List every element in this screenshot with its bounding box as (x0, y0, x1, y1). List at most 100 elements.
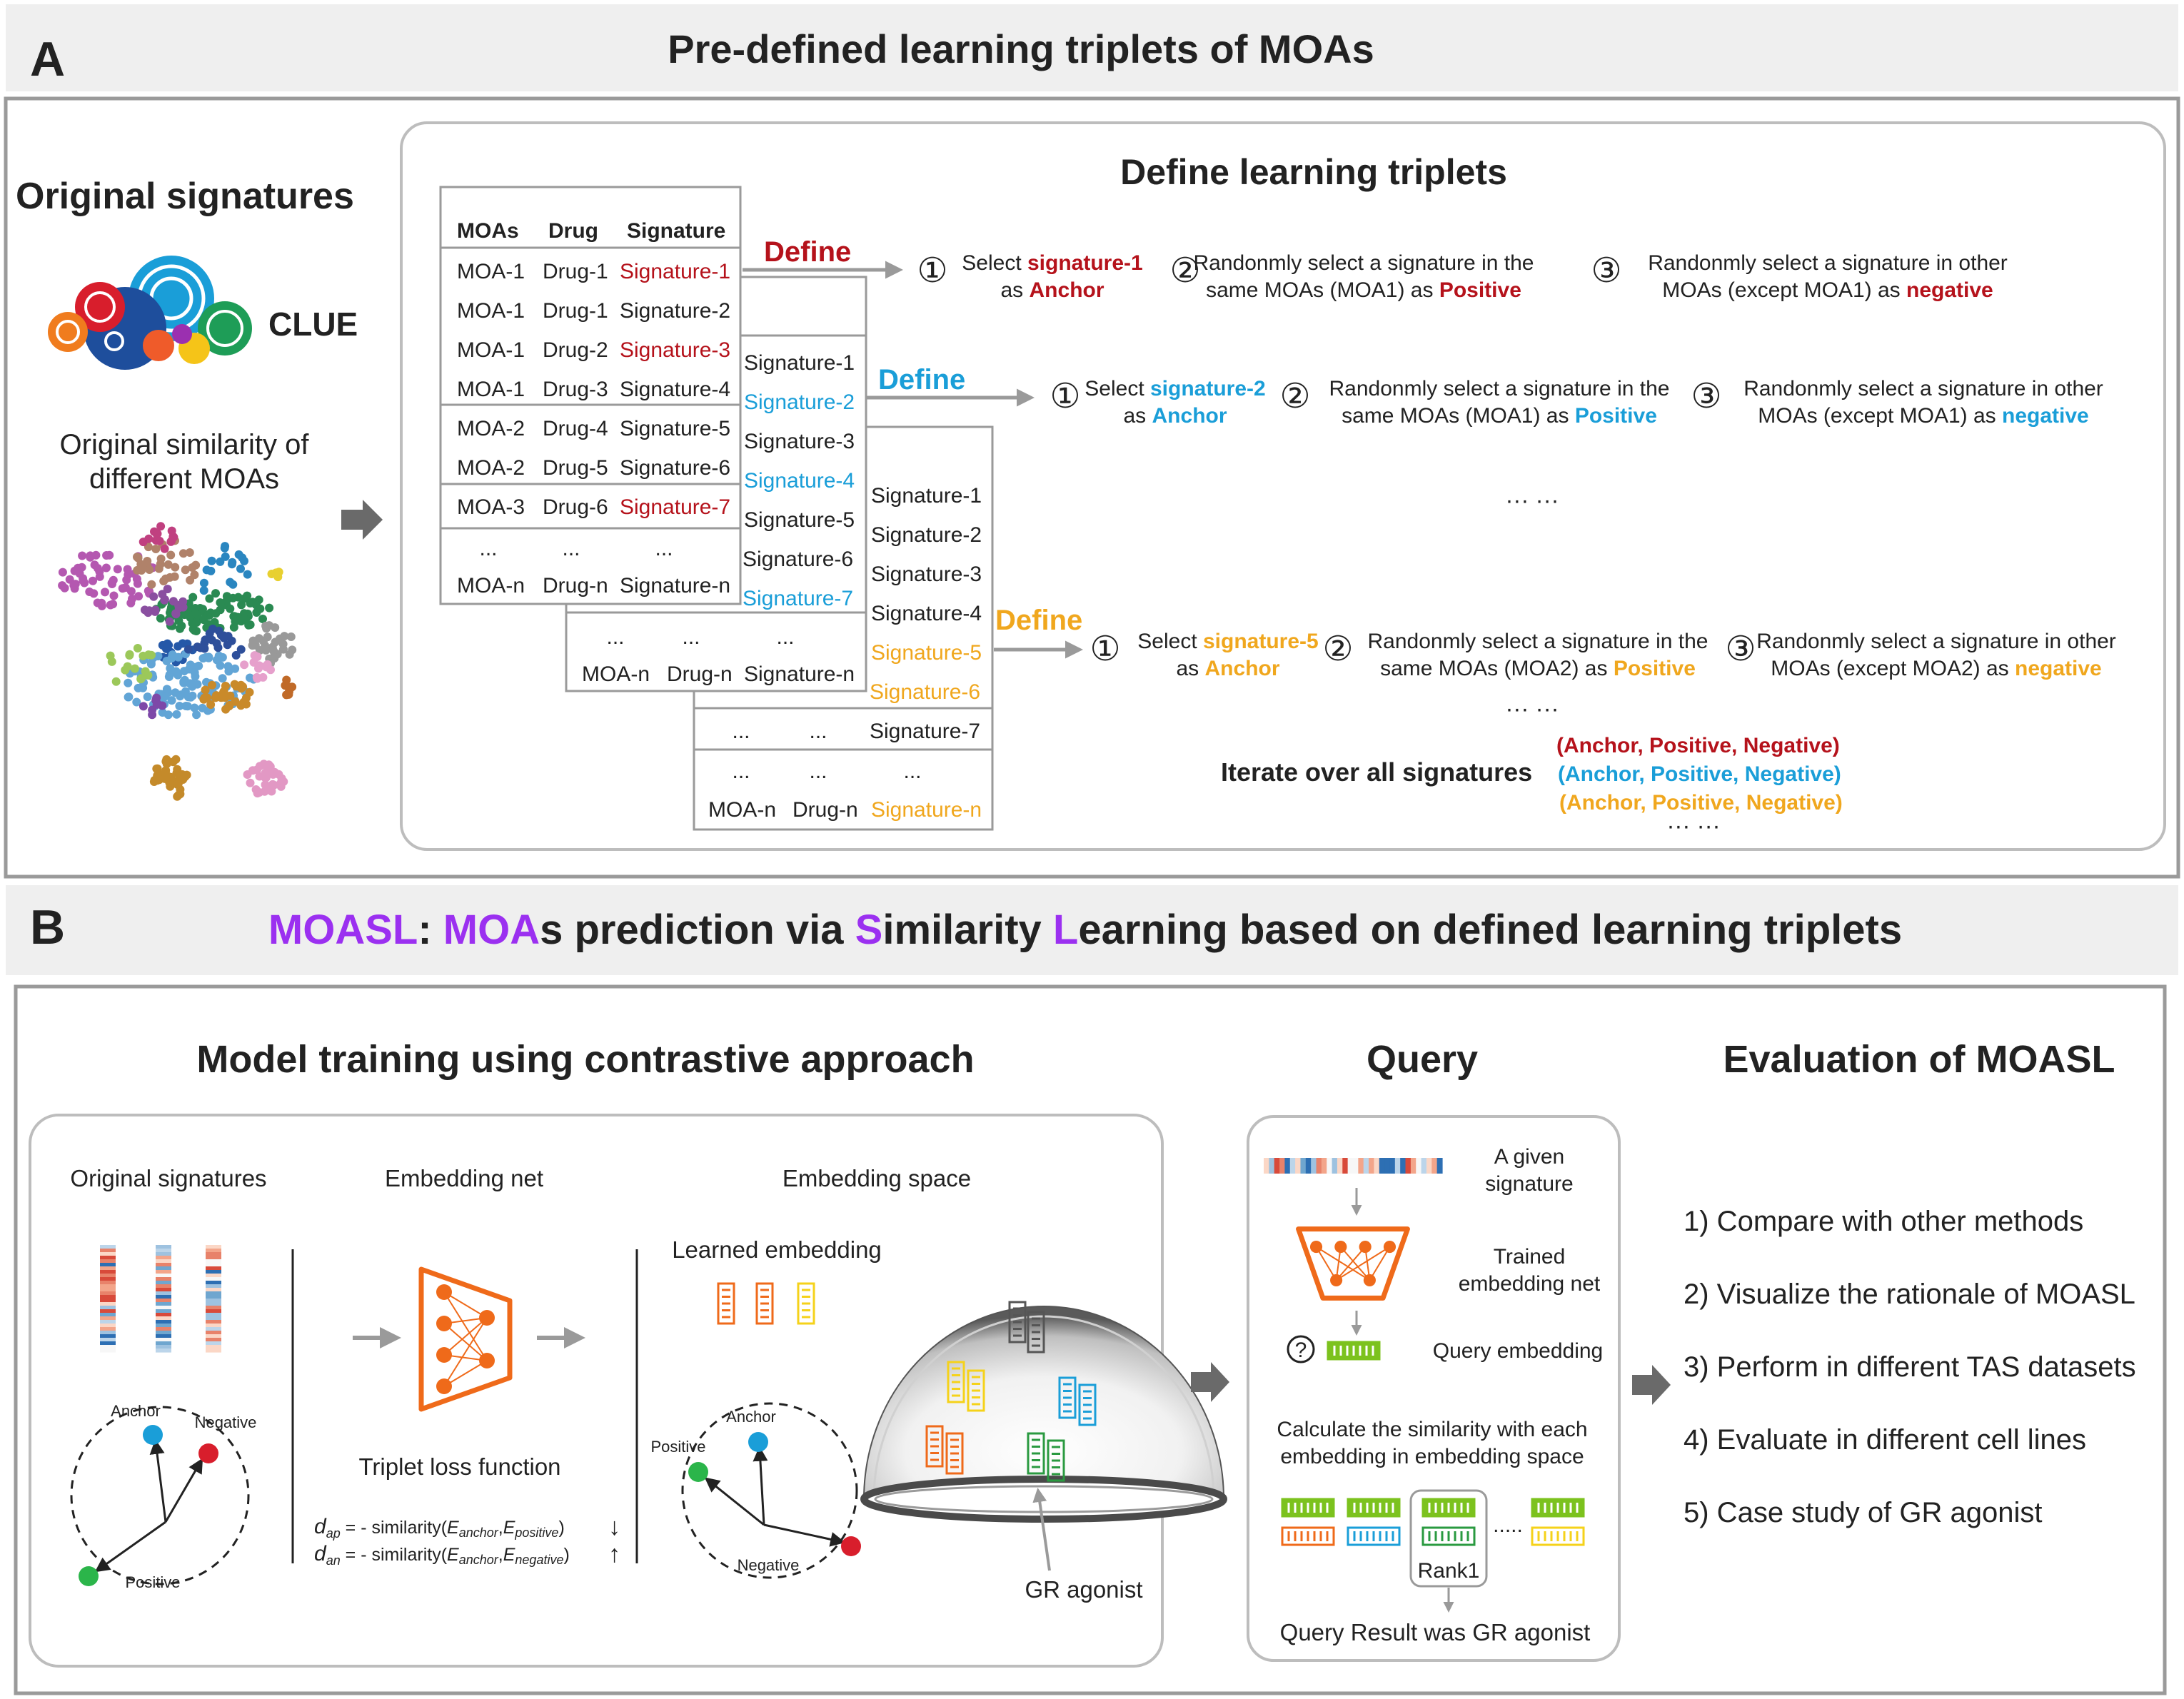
title-rest: earning based on defined learning triple… (1078, 907, 1902, 953)
t2-dots-2: ... (682, 625, 700, 649)
scatter-point (255, 772, 264, 781)
embedding-vector (1078, 1383, 1097, 1426)
panel-a-frame (4, 96, 2180, 879)
signature-bar-cell (100, 1266, 116, 1271)
ellipsis-mid: ··· ··· (1505, 487, 1559, 513)
scatter-point (173, 642, 183, 651)
scatter-point (219, 631, 228, 640)
step-2-negative-line1: Randonmly select a signature in other (1743, 377, 2103, 400)
embedding-vector (717, 1282, 735, 1325)
step-1-select: Select signature-1 (962, 251, 1142, 275)
scatter-point (141, 667, 150, 676)
net-edge (1315, 1246, 1337, 1281)
signature-bar-cell (156, 1284, 171, 1289)
query-signature-cell (1431, 1158, 1438, 1174)
panel-a-title: Pre-defined learning triplets of MOAs (668, 26, 1374, 71)
t1-cell-r1-c1: MOA-1 (457, 260, 525, 283)
scatter-point (190, 703, 199, 712)
signature-bar-cell (206, 1299, 221, 1303)
signature-bar-cell (206, 1316, 221, 1321)
signature-bar-cell (156, 1274, 171, 1278)
signature-bar-cell (206, 1313, 221, 1317)
t1-cell-r4-c1: MOA-1 (457, 378, 525, 401)
scatter-point (218, 688, 228, 697)
t3-dots-1: ... (732, 720, 750, 743)
t2-moa-n: MOA-n (582, 662, 650, 686)
step-1-num-3: ③ (1591, 252, 1621, 290)
signature-bar-cell (206, 1252, 221, 1256)
query-signature-cell (1337, 1158, 1343, 1174)
scatter-point (182, 770, 191, 780)
scatter-point (224, 702, 233, 711)
signature-bar-cell (100, 1284, 116, 1289)
dap-comma: , (498, 1518, 503, 1538)
t1-cell-r5-c2: Drug-4 (543, 417, 608, 440)
define-label-orange: Define (995, 605, 1082, 636)
dap-e1-sub: anchor (459, 1526, 499, 1540)
scatter-point (241, 615, 250, 625)
scatter-point (243, 770, 252, 779)
signature-bar-cell (100, 1327, 116, 1331)
embedding-net-label: Embedding net (385, 1165, 543, 1191)
signature-bar-cell (100, 1256, 116, 1260)
signature-bar-cell (206, 1284, 221, 1289)
scatter-point (216, 598, 225, 607)
scatter-point (128, 594, 136, 603)
signature-bar-cell (156, 1313, 171, 1317)
scatter-point (147, 580, 156, 589)
t2-sig-1: Signature-1 (744, 351, 855, 375)
positive-word: Positive (1614, 657, 1696, 680)
question-mark: ? (1295, 1338, 1307, 1362)
t1-header-drug: Drug (548, 219, 598, 243)
scatter-point (269, 646, 278, 655)
step-1-negative-line1: Randonmly select a signature in other (1648, 251, 2008, 275)
scatter-point (90, 560, 99, 570)
signature-bar-cell (156, 1334, 171, 1338)
query-signature-cell (1374, 1158, 1380, 1174)
t2-dots-1: ... (606, 625, 624, 649)
t3-drug-n: Drug-n (792, 798, 858, 822)
scatter-point (145, 565, 154, 574)
positive-dot-after (688, 1462, 708, 1482)
scatter-point (281, 681, 290, 690)
given-signature-1: A given (1494, 1145, 1564, 1169)
t1-cell-r8-c2: ... (562, 537, 580, 560)
question-icon (1287, 1335, 1315, 1363)
scatter-point (123, 662, 132, 671)
t1-cell-r7-c2: Drug-6 (543, 495, 608, 519)
signature-bar-cell (156, 1341, 171, 1346)
scatter-point (188, 691, 197, 700)
scatter-point (228, 580, 238, 589)
scatter-point (237, 600, 246, 610)
dap-equation: dap = - similarity(Eanchor,Epositive) (314, 1515, 565, 1541)
t1-cell-r3-c2: Drug-2 (543, 338, 608, 362)
scatter-point (173, 670, 182, 680)
scatter-point (207, 556, 216, 565)
scatter-point (258, 637, 268, 646)
t1-cell-r9-c1: MOA-n (457, 574, 525, 598)
define-label-blue: Define (878, 364, 965, 395)
signature-bar-cell (206, 1309, 221, 1314)
signature-bar-cell (100, 1245, 116, 1249)
scatter-point (216, 661, 225, 670)
negative-word: negative (2015, 657, 2102, 680)
t1-cell-r5-c3: Signature-5 (620, 417, 730, 440)
query-signature-cell (1436, 1158, 1443, 1174)
negative-dot (198, 1443, 218, 1463)
query-signature-cell (1410, 1158, 1416, 1174)
scatter-point (231, 650, 241, 660)
scatter-point (146, 658, 156, 667)
signature-bar-cell (156, 1299, 171, 1303)
t1-cell-r3-c3: Signature-3 (620, 338, 730, 362)
scatter-point (139, 538, 148, 547)
scatter-point (113, 565, 122, 574)
scatter-point (211, 589, 220, 598)
step-2-num-3: ③ (1691, 378, 1721, 415)
query-signature-cell (1389, 1158, 1396, 1174)
scatter-point (228, 593, 238, 603)
title-moa: MOA (443, 907, 540, 953)
signature-bar-cell (206, 1306, 221, 1310)
signature-bar-cell (156, 1348, 171, 1353)
query-signature-cell (1347, 1158, 1354, 1174)
t2-sig-5: Signature-5 (744, 508, 855, 532)
